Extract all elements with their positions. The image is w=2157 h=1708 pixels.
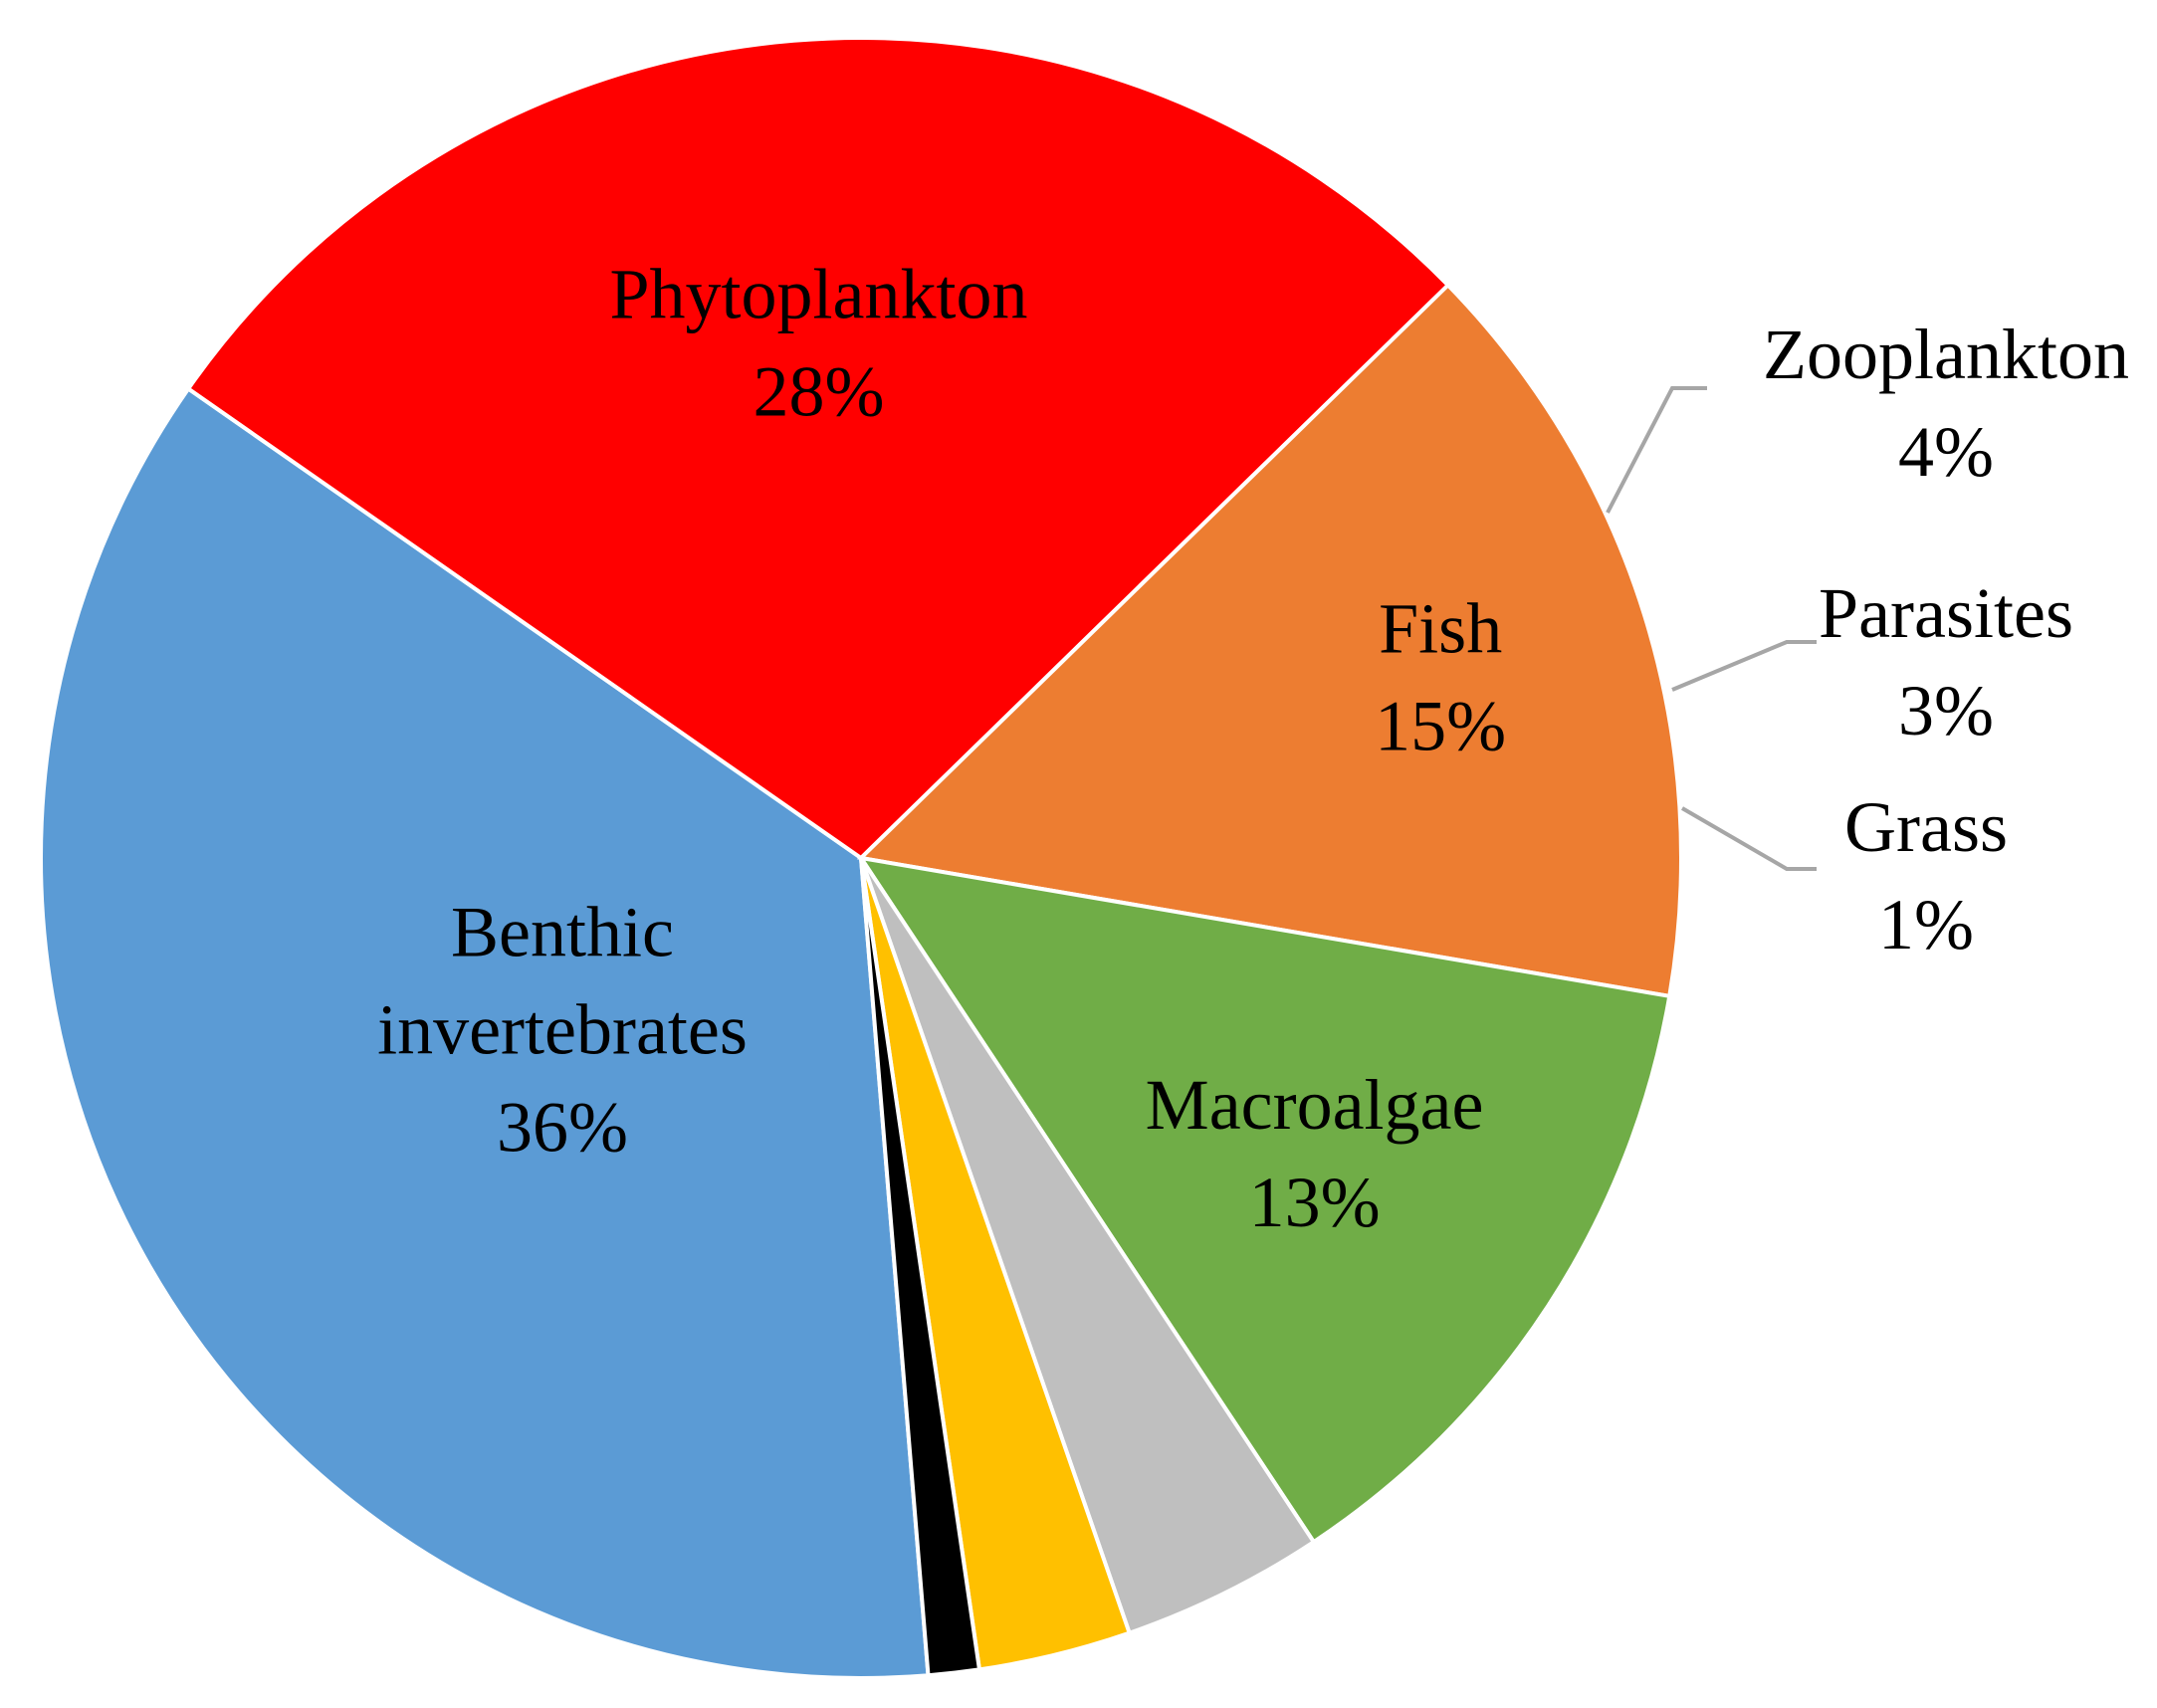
slice-label-benthic-invertebrates: Benthic invertebrates 36% bbox=[377, 893, 748, 1168]
slice-percent: 28% bbox=[753, 352, 884, 432]
slice-label-fish: Fish 15% bbox=[1375, 589, 1506, 766]
slice-name: Parasites bbox=[1819, 573, 2073, 653]
pie-slice-grass bbox=[859, 857, 982, 1678]
pie-slice-phytoplankton bbox=[185, 36, 1451, 861]
slice-percent: 13% bbox=[1249, 1163, 1381, 1242]
slice-label-parasites: Parasites 3% bbox=[1819, 573, 2073, 750]
pie-slices bbox=[38, 36, 1683, 1680]
slice-label-phytoplankton: Phytoplankton 28% bbox=[609, 255, 1027, 432]
slice-labels: Benthic invertebrates 36% Phytoplankton 28% F… bbox=[377, 255, 2129, 1242]
slice-name: Benthic bbox=[451, 893, 674, 972]
leader-line-parasites bbox=[1671, 640, 1817, 692]
slice-percent: 3% bbox=[1898, 671, 1994, 750]
slice-label-zooplankton: Zooplankton 4% bbox=[1763, 315, 2129, 492]
slice-percent: 36% bbox=[497, 1088, 628, 1168]
pie-slice-benthic-invertebrates bbox=[38, 385, 931, 1680]
slice-label-macroalgae: Macroalgae 13% bbox=[1146, 1065, 1484, 1242]
slice-name: Fish bbox=[1379, 589, 1502, 669]
slice-name: Macroalgae bbox=[1146, 1065, 1484, 1145]
slice-label-grass: Grass 1% bbox=[1844, 787, 2008, 964]
leader-line-zooplankton bbox=[1606, 386, 1707, 514]
leader-line-grass bbox=[1680, 806, 1817, 871]
slice-name: Zooplankton bbox=[1763, 315, 2129, 394]
slice-name: invertebrates bbox=[377, 990, 748, 1070]
pie-slice-macroalgae bbox=[856, 855, 1672, 1545]
pie-slice-zooplankton bbox=[859, 856, 1317, 1636]
slice-name: Grass bbox=[1844, 787, 2008, 867]
slice-name: Phytoplankton bbox=[609, 255, 1027, 334]
slice-percent: 4% bbox=[1898, 412, 1994, 492]
slice-percent: 1% bbox=[1878, 885, 1974, 964]
slice-percent: 15% bbox=[1375, 687, 1506, 766]
pie-slice-fish bbox=[856, 282, 1683, 999]
leader-lines bbox=[1606, 386, 1817, 871]
